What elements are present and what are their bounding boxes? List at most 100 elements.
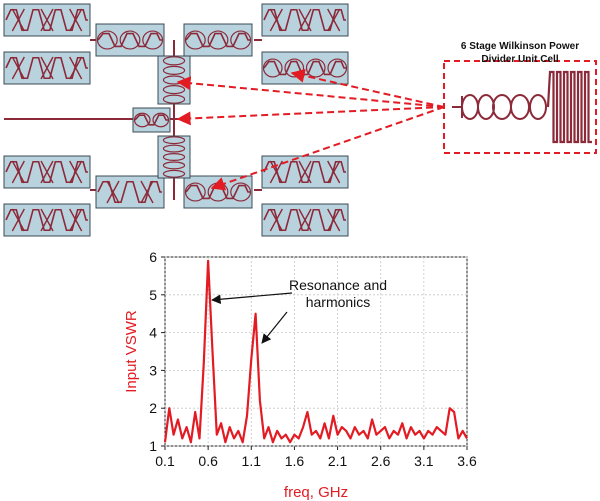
module-br-2: [261, 203, 349, 237]
module-br-3: [183, 175, 253, 209]
module-bl-1-cross: [69, 160, 83, 184]
divider-top-box: [157, 55, 191, 105]
module-tr-2: [261, 51, 349, 85]
module-bl-2-cross: [11, 208, 25, 232]
callout-arrow-1: [176, 76, 445, 108]
module-tl-3-loop: [142, 30, 164, 50]
divider-top-loop: [162, 65, 186, 76]
module-bl-3-cross: [106, 180, 120, 204]
module-br-2-cross: [269, 208, 283, 232]
module-tr-3-loop: [184, 30, 206, 50]
module-tr-1-cross: [327, 8, 341, 32]
x-tick-label: 3.6: [457, 453, 477, 469]
y-tick-label: 4: [149, 325, 157, 341]
vswr-chart: 0.1 0.6 1.1 1.6 2.1 2.6 3.1 3.6 1 2 3 4 5 6 freq, GHz I…: [123, 249, 477, 501]
module-tr-1-trace: [263, 8, 346, 32]
divider-top-loop: [162, 56, 186, 66]
y-tick-label: 3: [149, 362, 157, 378]
y-tick-label: 1: [149, 438, 157, 454]
y-tick-label: 5: [149, 287, 157, 303]
x-tick-label: 3.1: [414, 453, 434, 469]
annotation-arrow-2: [261, 311, 288, 344]
inset-meander: [546, 70, 592, 144]
module-bl-1-cross: [40, 160, 54, 184]
divider-bottom: [157, 135, 191, 179]
module-tl-2-trace: [5, 56, 88, 80]
module-tl-2-cross: [11, 56, 25, 80]
module-br-3-loop: [184, 182, 206, 202]
module-br-2-cross: [298, 208, 312, 232]
module-tl-2-cross: [40, 56, 54, 80]
module-tr-3-loop: [230, 30, 252, 50]
module-tl-3-trace: [97, 32, 162, 48]
divider-top-loop: [162, 94, 186, 104]
inset-title: 6 Stage Wilkinson Power Divider Unit Cel…: [440, 40, 600, 66]
divider-bottom-loop: [162, 136, 186, 145]
module-tr-3-trace: [185, 32, 250, 48]
x-tick-label: 2.6: [371, 453, 391, 469]
module-tl-1-cross: [40, 8, 54, 32]
y-axis-label: Input VSWR: [123, 310, 140, 393]
annotation-arrow-1: [211, 292, 293, 305]
module-br-1: [261, 155, 349, 189]
module-bl-2-cross: [69, 208, 83, 232]
y-tick-label: 2: [149, 400, 157, 416]
module-tl-3-box: [95, 23, 165, 57]
module-bl-1-cross: [11, 160, 25, 184]
module-tr-3: [183, 23, 253, 57]
divider-center: [132, 107, 171, 133]
module-br-2-cross: [327, 208, 341, 232]
module-tr-1: [261, 3, 349, 37]
callout-arrow-2: [290, 68, 445, 108]
vswr-series-line: [163, 259, 468, 444]
module-tr-3-box: [183, 23, 253, 57]
divider-center-loop: [152, 112, 170, 128]
module-tl-2-cross: [69, 56, 83, 80]
module-tr-2-box: [261, 51, 349, 85]
unit-cell-inset: [443, 60, 597, 154]
divider-center-box: [132, 107, 171, 133]
module-tr-1-cross: [269, 8, 283, 32]
module-tl-3-loop: [119, 30, 141, 50]
module-br-2-trace: [263, 208, 346, 232]
module-bl-3-cross: [140, 180, 154, 204]
x-axis-label: freq, GHz: [284, 484, 348, 501]
module-br-1-cross: [298, 160, 312, 184]
module-tl-1-trace: [5, 8, 88, 32]
module-tl-1-cross: [69, 8, 83, 32]
module-bl-3-box: [95, 175, 165, 209]
module-bl-3: [95, 175, 165, 209]
module-br-1-cross: [269, 160, 283, 184]
module-br-1-trace: [263, 160, 346, 184]
module-bl-2-cross: [40, 208, 54, 232]
callout-arrows: [176, 68, 445, 191]
x-tick-label: 1.1: [242, 453, 262, 469]
module-tr-2-loop: [327, 58, 348, 78]
module-tr-2-trace: [263, 60, 346, 76]
module-tr-2-loop: [305, 58, 326, 78]
divider-bottom-box: [157, 135, 191, 179]
x-tick-label: 0.1: [155, 453, 175, 469]
divider-center-trace: [134, 114, 168, 126]
divider-center-loop: [133, 112, 151, 128]
module-bl-1-trace: [5, 160, 88, 184]
x-tick-label: 2.1: [328, 453, 348, 469]
annotation-line1: Resonance and: [289, 277, 387, 293]
module-tl-3: [95, 23, 165, 57]
x-tick-label: 0.6: [198, 453, 218, 469]
module-tl-1: [3, 3, 91, 37]
y-tick-label: 6: [149, 249, 157, 265]
module-bl-1: [3, 155, 91, 189]
callout-arrow-4: [210, 106, 445, 191]
power-divider-layout: [3, 3, 349, 237]
module-tr-1-cross: [298, 8, 312, 32]
module-br-1-cross: [327, 160, 341, 184]
inset-title-line1: 6 Stage Wilkinson Power: [460, 41, 580, 52]
module-bl-2-trace: [5, 208, 88, 232]
module-tr-2-loop: [262, 58, 283, 78]
callout-arrow-3: [176, 106, 445, 126]
divider-top: [157, 55, 191, 105]
module-tl-2: [3, 51, 91, 85]
divider-bottom-loop: [162, 144, 186, 153]
